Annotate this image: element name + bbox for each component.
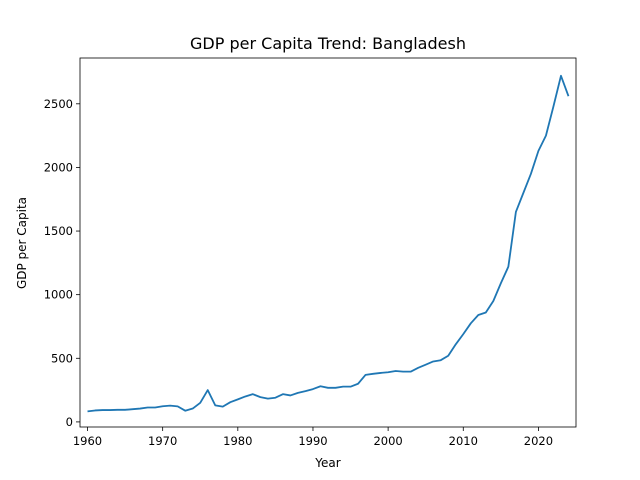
y-tick-label: 2500	[44, 97, 73, 111]
y-tick-label: 2000	[44, 160, 73, 174]
y-tick-label: 1500	[44, 224, 73, 238]
x-tick-label: 2020	[524, 434, 553, 448]
x-axis-label: Year	[314, 456, 340, 470]
y-tick-label: 0	[66, 415, 73, 429]
x-tick-label: 1990	[298, 434, 327, 448]
x-tick-label: 2000	[373, 434, 402, 448]
x-tick-label: 1970	[148, 434, 177, 448]
x-tick-label: 1960	[73, 434, 102, 448]
plot-frame	[79, 57, 577, 428]
chart-title: GDP per Capita Trend: Bangladesh	[190, 34, 466, 53]
series-line	[87, 74, 570, 413]
plot-area	[87, 74, 570, 413]
y-tick-label: 500	[51, 351, 73, 365]
x-axis: 1960 1970 1980 1990 2000 2010 2020	[73, 427, 553, 448]
y-axis-label: GDP per Capita	[15, 197, 29, 289]
x-tick-label: 1980	[223, 434, 252, 448]
y-tick-label: 1000	[44, 288, 73, 302]
y-axis: 0 500 1000 1500 2000 2500	[44, 97, 80, 429]
x-tick-label: 2010	[449, 434, 478, 448]
